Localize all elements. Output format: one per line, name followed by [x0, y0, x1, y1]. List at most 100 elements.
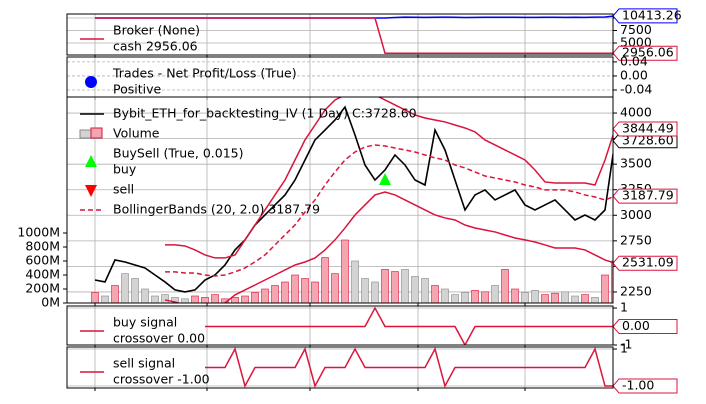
y2-tick-label: 400M	[25, 267, 60, 282]
volume-bar	[481, 291, 489, 303]
volume-bar	[441, 288, 449, 303]
volume-bar	[291, 274, 299, 303]
panel-frame	[66, 305, 614, 346]
y-tick-label: 3500	[620, 156, 652, 171]
panel-frame	[66, 13, 614, 56]
last-value-box	[612, 188, 678, 204]
volume-bar	[401, 269, 409, 303]
volume-bar	[461, 292, 469, 303]
last-value-label: 0.00	[622, 318, 650, 333]
volume-bar	[161, 294, 169, 303]
y2-tick-label: 200M	[25, 281, 60, 296]
volume-bar	[321, 257, 329, 303]
last-value-label: 2956.06	[622, 45, 674, 60]
volume-bar	[371, 281, 379, 303]
y-tick-label: 0.00	[620, 67, 648, 82]
volume-bar	[211, 294, 219, 303]
series-line	[205, 347, 613, 388]
volume-bar	[301, 278, 309, 303]
volume-bar	[231, 297, 239, 303]
volume-bar	[561, 291, 569, 303]
y-tick-label: -0.04	[620, 81, 652, 96]
legend-label: crossover -1.00	[113, 372, 210, 387]
volume-bar	[271, 285, 279, 303]
volume-bar	[471, 290, 479, 303]
y2-tick-label: 1000M	[17, 225, 60, 240]
volume-bar	[381, 269, 389, 303]
last-value-label: 3844.49	[622, 120, 674, 135]
legend-marker	[85, 76, 97, 88]
last-value-box	[612, 255, 678, 271]
volume-bar	[551, 292, 559, 303]
y-tick-label: 1	[620, 300, 628, 315]
volume-bar	[501, 269, 509, 303]
volume-bar	[611, 260, 613, 303]
volume-bar	[131, 278, 139, 303]
y2-tick-label: 0M	[41, 295, 60, 310]
volume-bar	[591, 297, 599, 303]
y-tick-label: 4000	[620, 105, 652, 120]
legend-label: cash 2956.06	[113, 39, 198, 54]
volume-bar	[151, 295, 159, 303]
volume-bar	[91, 292, 99, 303]
legend-label: Broker (None)	[113, 23, 200, 38]
last-value-label: -1.00	[622, 377, 654, 392]
series-line	[165, 144, 613, 277]
y2-tick-label: 800M	[25, 239, 60, 254]
volume-bar	[331, 273, 339, 303]
legend-label: sell signal	[113, 356, 175, 371]
legend-label: BollingerBands (20, 2.0) 3187.79	[113, 202, 320, 217]
last-value-box	[612, 45, 678, 61]
legend-label: Positive	[113, 82, 161, 97]
volume-bar	[261, 288, 269, 303]
y2-tick-label: 600M	[25, 253, 60, 268]
volume-bar	[521, 292, 529, 303]
volume-bar	[601, 274, 609, 303]
volume-bar	[421, 278, 429, 303]
volume-bar	[361, 278, 369, 303]
last-value-label: 2531.09	[622, 255, 674, 270]
plot-area	[67, 347, 613, 388]
legend-marker	[85, 185, 97, 197]
volume-bar	[191, 295, 199, 303]
legend-marker	[90, 127, 103, 139]
volume-bar	[341, 239, 349, 303]
volume-bar	[281, 281, 289, 303]
series-line	[94, 105, 613, 293]
y-tick-label: 2750	[620, 232, 652, 247]
volume-bar	[351, 260, 359, 303]
legend-label: buy signal	[113, 315, 177, 330]
series-line	[165, 97, 613, 259]
last-value-box	[612, 8, 678, 24]
volume-bar	[121, 273, 129, 303]
legend-marker	[79, 129, 92, 139]
legend-label: crossover 0.00	[113, 331, 205, 346]
legend-marker	[85, 155, 97, 167]
volume-bar	[391, 271, 399, 303]
legend-label: buy	[113, 162, 137, 177]
volume-bar	[201, 297, 209, 303]
last-value-box	[612, 121, 678, 137]
plot-area	[67, 306, 613, 345]
legend-label: Trades - Net Profit/Loss (True)	[112, 66, 297, 81]
volume-bar	[431, 285, 439, 303]
volume-bar	[251, 292, 259, 303]
volume-bar	[241, 295, 249, 303]
volume-bar	[181, 298, 189, 303]
y-tick-label: 1	[620, 341, 628, 356]
volume-bar	[451, 294, 459, 303]
y-tick-label: 7500	[620, 22, 652, 37]
volume-bar	[571, 295, 579, 303]
panel-frame	[66, 96, 614, 304]
y-tick-label: -1	[620, 337, 632, 352]
last-value-box	[612, 319, 678, 335]
panel-frame	[66, 346, 614, 389]
volume-bar	[311, 281, 319, 303]
y-tick-label: 2250	[620, 283, 652, 298]
legend-label: BuySell (True, 0.015)	[113, 146, 243, 161]
volume-bar	[101, 295, 109, 303]
volume-bar	[491, 285, 499, 303]
y-tick-label: 3000	[620, 207, 652, 222]
plot-area	[67, 57, 613, 97]
